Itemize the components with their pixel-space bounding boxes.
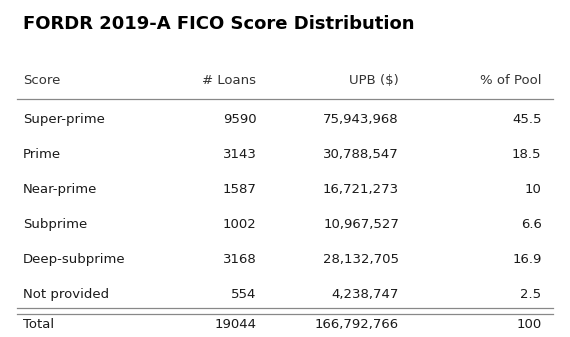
Text: Deep-subprime: Deep-subprime — [23, 253, 125, 266]
Text: 554: 554 — [231, 288, 256, 301]
Text: 10: 10 — [524, 183, 541, 196]
Text: Prime: Prime — [23, 148, 61, 161]
Text: Not provided: Not provided — [23, 288, 109, 301]
Text: 10,967,527: 10,967,527 — [323, 218, 399, 231]
Text: 30,788,547: 30,788,547 — [323, 148, 399, 161]
Text: Total: Total — [23, 318, 54, 331]
Text: 1587: 1587 — [223, 183, 256, 196]
Text: 2.5: 2.5 — [520, 288, 541, 301]
Text: 75,943,968: 75,943,968 — [323, 113, 399, 126]
Text: 45.5: 45.5 — [512, 113, 542, 126]
Text: 19044: 19044 — [214, 318, 256, 331]
Text: 166,792,766: 166,792,766 — [315, 318, 399, 331]
Text: 9590: 9590 — [223, 113, 256, 126]
Text: # Loans: # Loans — [202, 74, 256, 87]
Text: 100: 100 — [516, 318, 541, 331]
Text: 16,721,273: 16,721,273 — [323, 183, 399, 196]
Text: Score: Score — [23, 74, 60, 87]
Text: % of Pool: % of Pool — [480, 74, 542, 87]
Text: Subprime: Subprime — [23, 218, 87, 231]
Text: Near-prime: Near-prime — [23, 183, 97, 196]
Text: 16.9: 16.9 — [512, 253, 542, 266]
Text: 3168: 3168 — [223, 253, 256, 266]
Text: 18.5: 18.5 — [512, 148, 542, 161]
Text: 1002: 1002 — [223, 218, 256, 231]
Text: 4,238,747: 4,238,747 — [332, 288, 399, 301]
Text: Super-prime: Super-prime — [23, 113, 105, 126]
Text: UPB ($): UPB ($) — [349, 74, 399, 87]
Text: 28,132,705: 28,132,705 — [323, 253, 399, 266]
Text: 6.6: 6.6 — [520, 218, 541, 231]
Text: 3143: 3143 — [223, 148, 256, 161]
Text: FORDR 2019-A FICO Score Distribution: FORDR 2019-A FICO Score Distribution — [23, 15, 414, 33]
